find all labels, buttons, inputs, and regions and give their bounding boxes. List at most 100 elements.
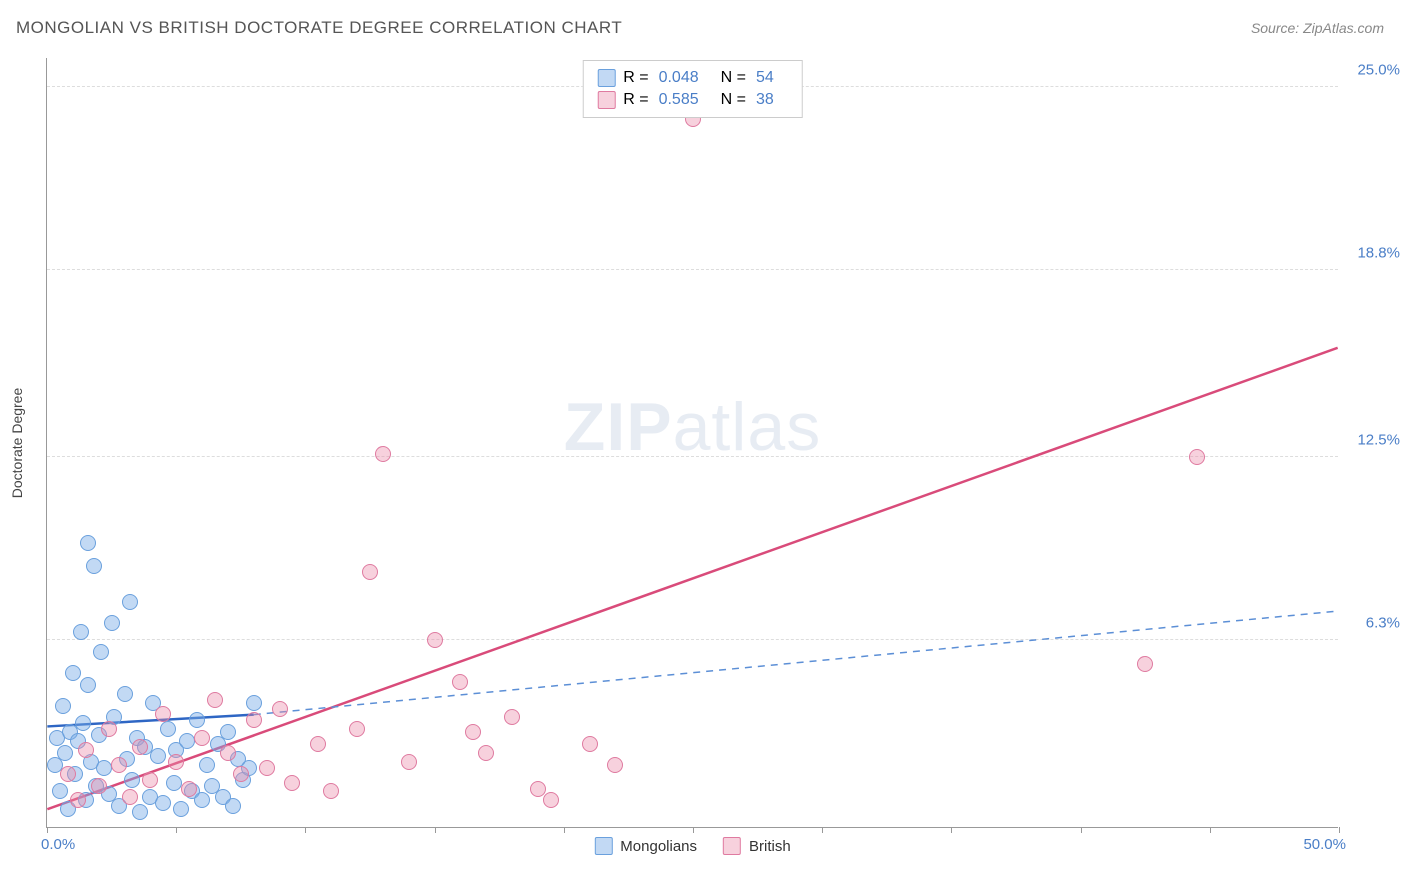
scatter-point bbox=[52, 783, 68, 799]
scatter-point bbox=[194, 730, 210, 746]
scatter-point bbox=[427, 632, 443, 648]
plot-area: Doctorate Degree ZIPatlas 6.3%12.5%18.8%… bbox=[46, 58, 1338, 828]
x-tick bbox=[47, 827, 48, 833]
swatch-icon bbox=[723, 837, 741, 855]
scatter-point bbox=[284, 775, 300, 791]
scatter-point bbox=[207, 692, 223, 708]
source-value: ZipAtlas.com bbox=[1303, 20, 1384, 36]
scatter-point bbox=[86, 558, 102, 574]
scatter-point bbox=[132, 804, 148, 820]
scatter-point bbox=[104, 615, 120, 631]
scatter-point bbox=[401, 754, 417, 770]
scatter-point bbox=[78, 742, 94, 758]
scatter-point bbox=[55, 698, 71, 714]
scatter-point bbox=[70, 792, 86, 808]
scatter-point bbox=[199, 757, 215, 773]
scatter-point bbox=[150, 748, 166, 764]
scatter-point bbox=[73, 624, 89, 640]
scatter-point bbox=[259, 760, 275, 776]
scatter-point bbox=[91, 778, 107, 794]
watermark-atlas: atlas bbox=[673, 389, 822, 465]
scatter-point bbox=[65, 665, 81, 681]
scatter-point bbox=[166, 775, 182, 791]
y-axis-label: Doctorate Degree bbox=[9, 387, 25, 498]
scatter-point bbox=[155, 795, 171, 811]
r-value: 0.048 bbox=[659, 69, 699, 87]
r-label: R = bbox=[623, 91, 648, 109]
scatter-point bbox=[233, 766, 249, 782]
scatter-point bbox=[142, 772, 158, 788]
trend-line bbox=[254, 611, 1338, 715]
scatter-point bbox=[173, 801, 189, 817]
correlation-legend: R = 0.048 N = 54 R = 0.585 N = 38 bbox=[582, 60, 803, 118]
x-tick bbox=[305, 827, 306, 833]
gridline bbox=[47, 269, 1338, 270]
scatter-point bbox=[122, 594, 138, 610]
x-tick bbox=[1210, 827, 1211, 833]
scatter-point bbox=[80, 535, 96, 551]
x-tick bbox=[1339, 827, 1340, 833]
scatter-point bbox=[160, 721, 176, 737]
legend-row-british: R = 0.585 N = 38 bbox=[597, 89, 788, 111]
scatter-point bbox=[323, 783, 339, 799]
scatter-point bbox=[543, 792, 559, 808]
scatter-point bbox=[179, 733, 195, 749]
scatter-point bbox=[362, 564, 378, 580]
x-tick bbox=[951, 827, 952, 833]
scatter-point bbox=[1137, 656, 1153, 672]
legend-item-mongolians: Mongolians bbox=[594, 837, 697, 855]
gridline bbox=[47, 456, 1338, 457]
scatter-point bbox=[1189, 449, 1205, 465]
swatch-icon bbox=[597, 91, 615, 109]
scatter-point bbox=[93, 644, 109, 660]
x-tick bbox=[1081, 827, 1082, 833]
swatch-icon bbox=[597, 69, 615, 87]
x-tick bbox=[693, 827, 694, 833]
x-tick bbox=[822, 827, 823, 833]
n-label: N = bbox=[721, 91, 746, 109]
scatter-point bbox=[375, 446, 391, 462]
source-label: Source: bbox=[1251, 20, 1299, 36]
y-tick-label: 25.0% bbox=[1357, 61, 1400, 78]
gridline bbox=[47, 639, 1338, 640]
scatter-point bbox=[452, 674, 468, 690]
scatter-point bbox=[189, 712, 205, 728]
n-value: 38 bbox=[756, 91, 774, 109]
scatter-point bbox=[75, 715, 91, 731]
chart-title: MONGOLIAN VS BRITISH DOCTORATE DEGREE CO… bbox=[16, 18, 622, 38]
legend-label: Mongolians bbox=[620, 838, 697, 855]
scatter-point bbox=[96, 760, 112, 776]
swatch-icon bbox=[594, 837, 612, 855]
scatter-point bbox=[225, 798, 241, 814]
r-label: R = bbox=[623, 69, 648, 87]
scatter-point bbox=[155, 706, 171, 722]
scatter-point bbox=[582, 736, 598, 752]
scatter-point bbox=[607, 757, 623, 773]
scatter-point bbox=[246, 695, 262, 711]
scatter-point bbox=[101, 721, 117, 737]
x-max-label: 50.0% bbox=[1303, 836, 1346, 853]
scatter-point bbox=[111, 757, 127, 773]
trend-line bbox=[47, 348, 1337, 809]
y-tick-label: 6.3% bbox=[1366, 615, 1400, 632]
y-tick-label: 18.8% bbox=[1357, 245, 1400, 262]
scatter-point bbox=[168, 754, 184, 770]
source-attribution: Source: ZipAtlas.com bbox=[1251, 20, 1384, 36]
scatter-point bbox=[310, 736, 326, 752]
scatter-point bbox=[80, 677, 96, 693]
legend-row-mongolians: R = 0.048 N = 54 bbox=[597, 67, 788, 89]
scatter-point bbox=[60, 766, 76, 782]
watermark-zip: ZIP bbox=[564, 389, 673, 465]
scatter-point bbox=[272, 701, 288, 717]
scatter-point bbox=[246, 712, 262, 728]
scatter-point bbox=[124, 772, 140, 788]
scatter-point bbox=[530, 781, 546, 797]
series-legend: Mongolians British bbox=[594, 837, 790, 855]
x-tick bbox=[564, 827, 565, 833]
y-tick-label: 12.5% bbox=[1357, 431, 1400, 448]
r-value: 0.585 bbox=[659, 91, 699, 109]
x-origin-label: 0.0% bbox=[41, 836, 75, 853]
x-tick bbox=[435, 827, 436, 833]
scatter-point bbox=[220, 724, 236, 740]
scatter-point bbox=[117, 686, 133, 702]
